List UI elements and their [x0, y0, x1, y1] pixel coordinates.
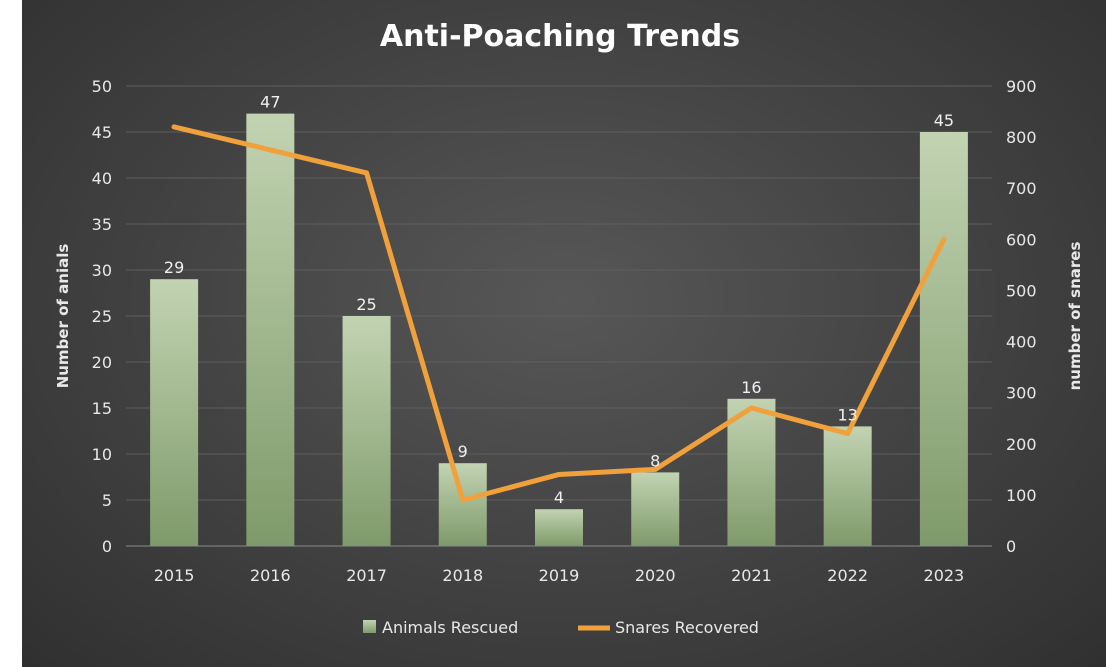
snares-point-2018 [460, 497, 466, 503]
y-left-tick-0: 0 [102, 537, 112, 556]
snares-point-2019 [556, 471, 562, 477]
y-left-tick-25: 25 [92, 307, 112, 326]
data-label-2021: 16 [741, 378, 761, 397]
y-left-tick-40: 40 [92, 169, 112, 188]
combo-chart: Anti-Poaching Trends 29 47 25 9 4 8 16 13 45 0 5 1… [54, 19, 1084, 637]
data-label-2019: 4 [554, 488, 564, 507]
snares-point-2016 [267, 147, 273, 153]
legend-label-snares-recovered: Snares Recovered [615, 618, 759, 637]
y-left-tick-45: 45 [92, 123, 112, 142]
y-left-tick-50: 50 [92, 77, 112, 96]
y-left-tick-30: 30 [92, 261, 112, 280]
bar-2015 [150, 279, 199, 546]
y-left-tick-20: 20 [92, 353, 112, 372]
y-axis-left-title: Number of anials [54, 244, 72, 389]
axes: 0510152025303540455001002003004005006007… [92, 77, 1037, 585]
bar-series-animals-rescued [150, 113, 968, 546]
y-right-tick-0: 0 [1006, 537, 1016, 556]
y-right-tick-100: 100 [1006, 486, 1037, 505]
legend: Animals Rescued Snares Recovered [363, 618, 759, 637]
x-tick-2018: 2018 [442, 566, 483, 585]
x-tick-2021: 2021 [731, 566, 772, 585]
data-label-2022: 13 [837, 405, 857, 424]
line-series-snares-recovered [171, 124, 947, 503]
x-tick-2015: 2015 [154, 566, 195, 585]
bar-2017 [342, 316, 391, 546]
y-right-tick-500: 500 [1006, 281, 1037, 300]
legend-label-animals-rescued: Animals Rescued [382, 618, 518, 637]
y-right-tick-200: 200 [1006, 435, 1037, 454]
y-left-tick-5: 5 [102, 491, 112, 510]
bar-2019 [535, 509, 583, 546]
snares-point-2015 [171, 124, 177, 130]
y-right-tick-400: 400 [1006, 333, 1037, 352]
chart-container: Anti-Poaching Trends 29 47 25 9 4 8 16 13 45 0 5 1… [22, 0, 1106, 667]
data-labels: 29 47 25 9 4 8 16 13 45 [164, 93, 954, 508]
y-axis-right-title: number of snares [1066, 242, 1084, 391]
bar-2023 [919, 132, 968, 546]
bar-2022 [823, 426, 872, 546]
y-right-tick-800: 800 [1006, 128, 1037, 147]
snares-point-2023 [941, 236, 947, 242]
data-label-2023: 45 [934, 111, 954, 130]
data-label-2016: 47 [260, 93, 280, 112]
y-left-tick-35: 35 [92, 215, 112, 234]
legend-swatch-animals-rescued [363, 620, 376, 633]
x-tick-2017: 2017 [346, 566, 387, 585]
data-label-2018: 9 [458, 442, 468, 461]
chart-title: Anti-Poaching Trends [380, 19, 740, 54]
snares-point-2020 [652, 466, 658, 472]
y-right-tick-300: 300 [1006, 384, 1037, 403]
data-label-2015: 29 [164, 258, 184, 277]
bar-2020 [631, 472, 680, 546]
snares-point-2017 [364, 170, 370, 176]
y-right-tick-900: 900 [1006, 77, 1037, 96]
x-tick-2019: 2019 [539, 566, 580, 585]
data-label-2017: 25 [356, 295, 376, 314]
bar-2018 [438, 463, 487, 546]
y-right-tick-700: 700 [1006, 179, 1037, 198]
x-tick-2020: 2020 [635, 566, 676, 585]
bar-2016 [246, 113, 295, 546]
x-tick-2023: 2023 [924, 566, 965, 585]
x-tick-2016: 2016 [250, 566, 291, 585]
data-label-2020: 8 [650, 451, 660, 470]
y-left-tick-10: 10 [92, 445, 112, 464]
snares-point-2021 [748, 405, 754, 411]
bar-2021 [727, 398, 776, 546]
y-left-tick-15: 15 [92, 399, 112, 418]
snares-point-2022 [845, 431, 851, 437]
y-right-tick-600: 600 [1006, 230, 1037, 249]
x-tick-2022: 2022 [827, 566, 868, 585]
